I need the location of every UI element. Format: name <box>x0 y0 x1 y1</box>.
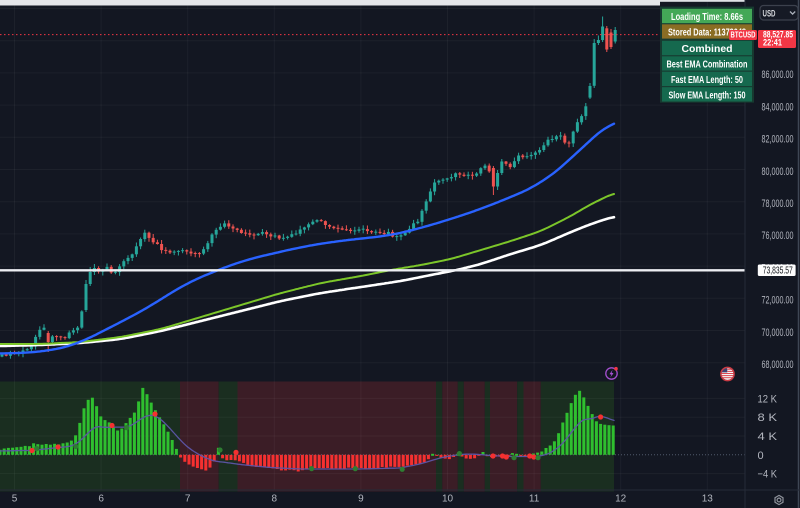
svg-text:9: 9 <box>358 494 364 505</box>
svg-text:11: 11 <box>529 494 540 505</box>
svg-text:10: 10 <box>442 494 454 505</box>
svg-text:80,000.00: 80,000.00 <box>762 166 794 178</box>
svg-text:78,000.00: 78,000.00 <box>762 198 794 210</box>
svg-text:12 K: 12 K <box>758 393 778 405</box>
svg-text:Slow EMA Length: 150: Slow EMA Length: 150 <box>669 89 746 101</box>
svg-text:68,000.00: 68,000.00 <box>762 359 794 371</box>
svg-text:USD: USD <box>763 9 776 20</box>
svg-text:8: 8 <box>272 494 278 505</box>
svg-text:−4 K: −4 K <box>758 469 778 481</box>
svg-text:8 K: 8 K <box>758 412 778 424</box>
svg-text:Best EMA Combination: Best EMA Combination <box>667 58 748 70</box>
svg-text:73,835.57: 73,835.57 <box>763 265 793 277</box>
svg-text:13: 13 <box>702 494 714 505</box>
svg-text:84,000.00: 84,000.00 <box>762 101 794 113</box>
svg-text:86,000.00: 86,000.00 <box>762 69 794 81</box>
svg-text:22:41: 22:41 <box>763 38 782 48</box>
svg-text:12: 12 <box>615 494 627 505</box>
svg-text:0: 0 <box>758 450 764 462</box>
svg-text:88,527.85: 88,527.85 <box>763 29 793 39</box>
svg-text:Fast EMA Length: 50: Fast EMA Length: 50 <box>671 74 743 86</box>
svg-text:7: 7 <box>185 494 191 505</box>
svg-text:Stored Data: 11373048: Stored Data: 11373048 <box>668 27 746 39</box>
svg-text:76,000.00: 76,000.00 <box>762 230 794 242</box>
svg-text:70,000.00: 70,000.00 <box>762 327 794 339</box>
svg-text:6: 6 <box>98 494 104 505</box>
svg-text:82,000.00: 82,000.00 <box>762 134 794 146</box>
svg-text:BTCUSD: BTCUSD <box>731 31 756 40</box>
svg-text:4 K: 4 K <box>758 431 778 443</box>
svg-text:72,000.00: 72,000.00 <box>762 295 794 307</box>
svg-text:Combined: Combined <box>682 43 733 55</box>
svg-text:5: 5 <box>12 494 18 505</box>
svg-text:Loading Time: 8.66s: Loading Time: 8.66s <box>671 11 743 23</box>
